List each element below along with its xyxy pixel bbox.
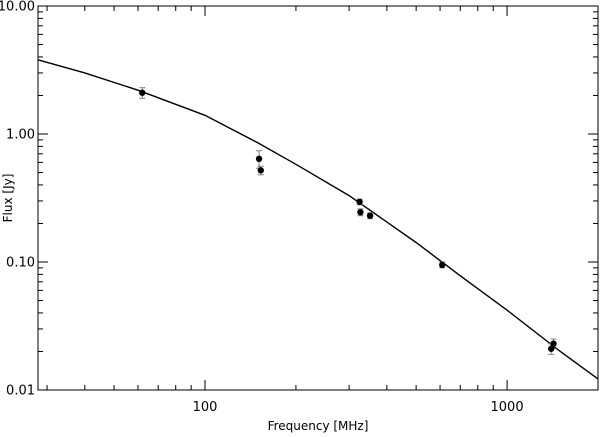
y-axis-title: Flux [Jy] [1, 174, 15, 223]
data-point [139, 89, 146, 96]
data-point [357, 208, 364, 216]
data-point [356, 198, 363, 206]
data-point [255, 155, 263, 163]
y-tick-label: 0.01 [6, 384, 35, 399]
data-point [366, 212, 374, 219]
error-bars [139, 87, 557, 355]
data-point [439, 261, 446, 269]
fit-curve [37, 59, 599, 380]
y-tick-label: 10.00 [0, 0, 35, 15]
plot-frame [37, 5, 599, 391]
tick-labels: 100 1000 0.01 0.10 1.00 10.00 [0, 0, 524, 415]
y-tick-label: 0.10 [6, 256, 35, 271]
data-point [548, 345, 555, 352]
data-point [550, 340, 557, 347]
data-points [139, 89, 557, 352]
x-tick-label: 100 [193, 400, 218, 415]
x-axis-title: Frequency [MHz] [268, 419, 369, 433]
data-point [257, 167, 264, 174]
axis-ticks [38, 5, 599, 391]
x-tick-label: 1000 [491, 400, 524, 415]
y-tick-label: 1.00 [6, 128, 35, 143]
